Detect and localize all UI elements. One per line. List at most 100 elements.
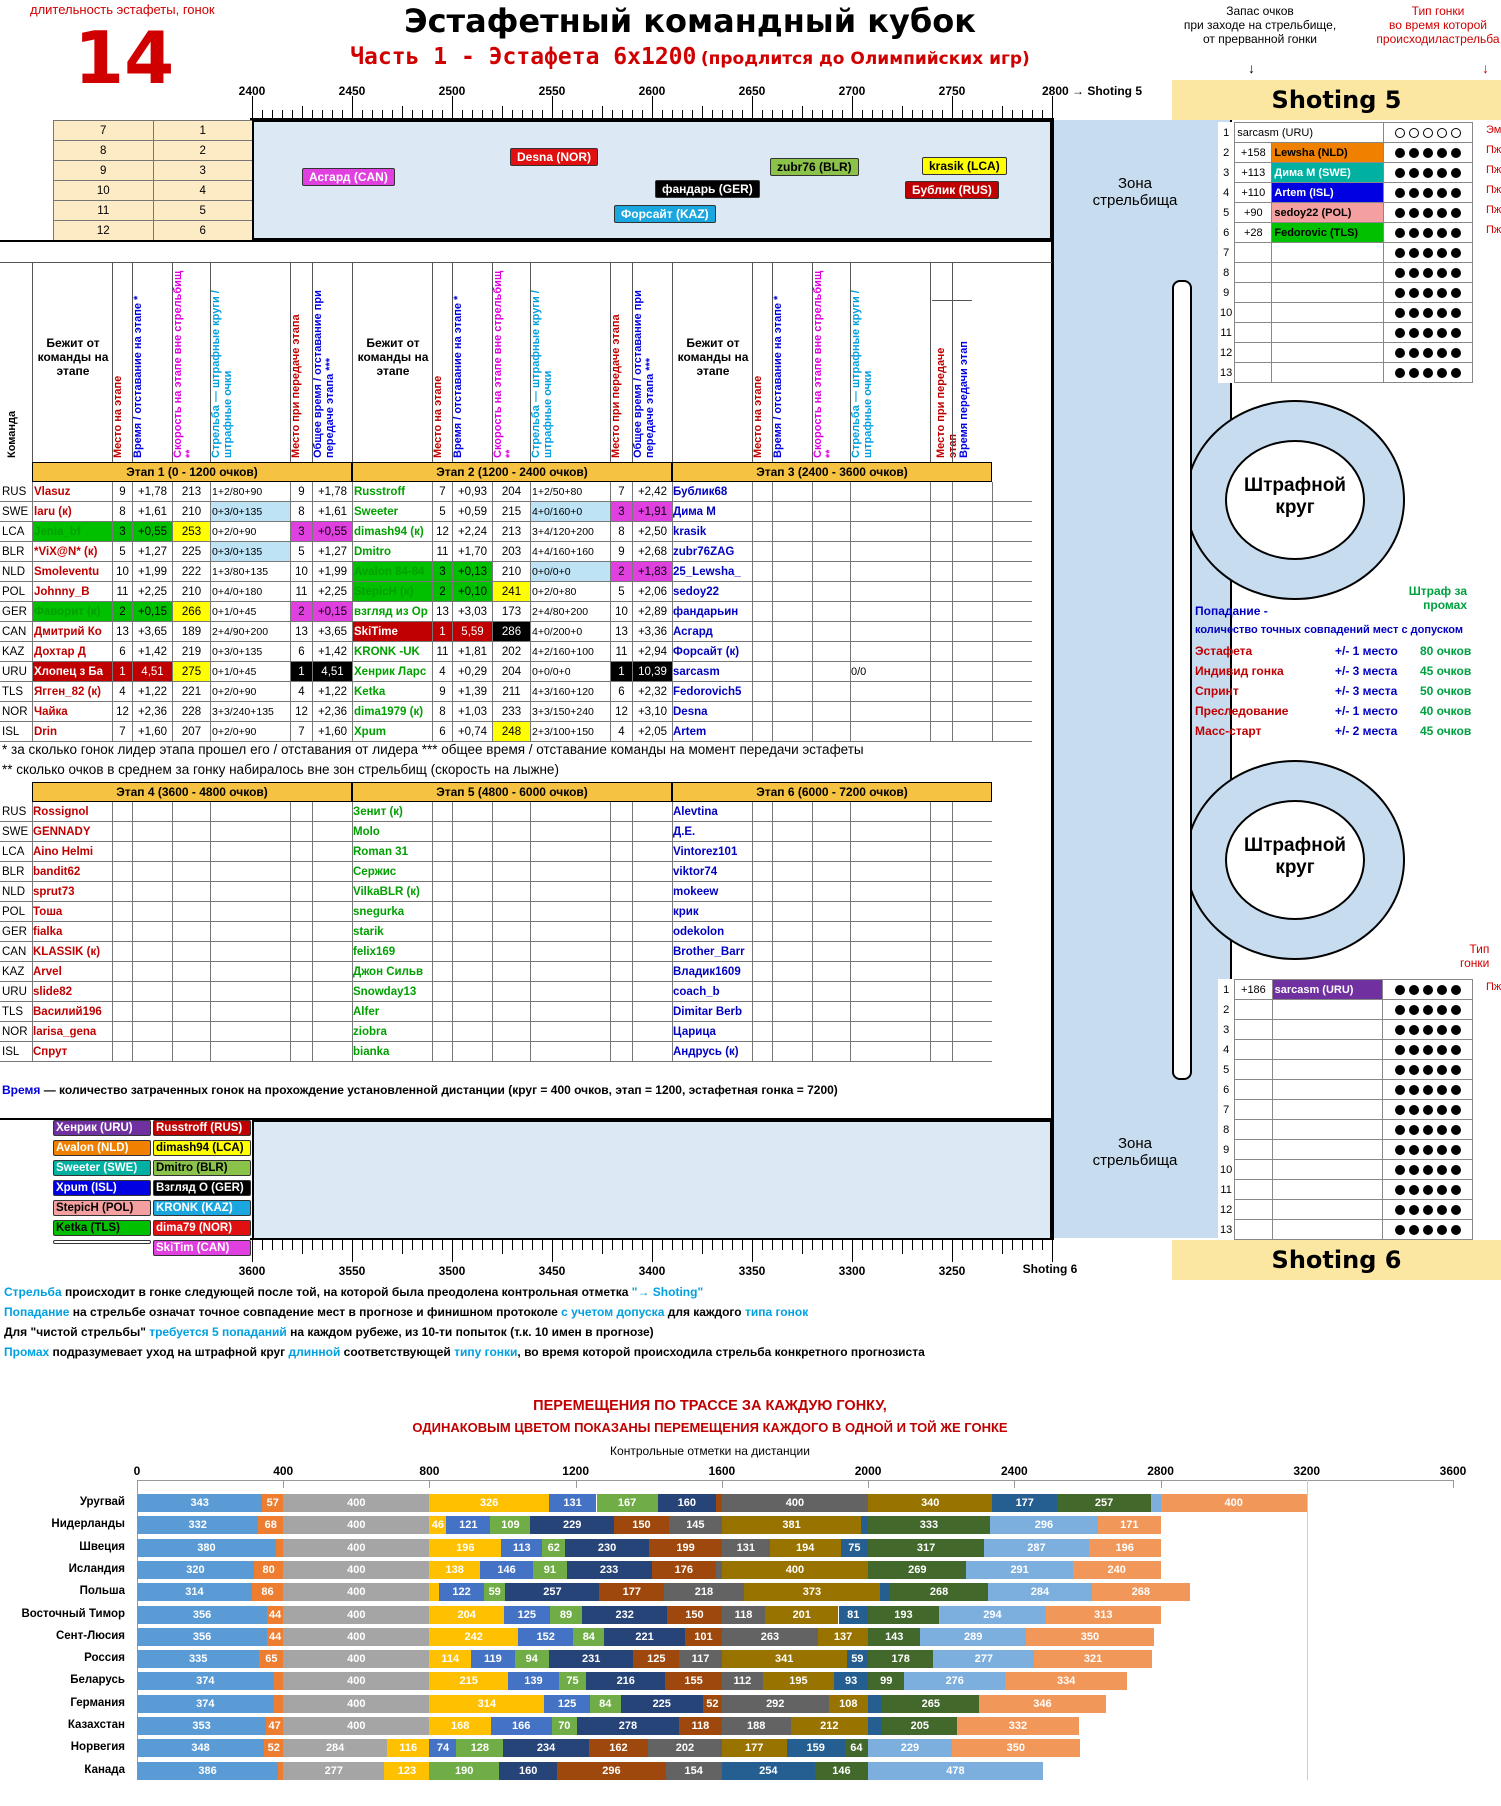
chart-bar-segment: 146 xyxy=(814,1761,869,1780)
scale-tick-mark xyxy=(1032,1240,1033,1250)
table-cell xyxy=(132,1042,172,1062)
chart-bar-segment: 160 xyxy=(657,1494,717,1512)
target-hit-icon xyxy=(1450,207,1461,218)
table-cell xyxy=(210,1022,290,1042)
table-cell xyxy=(632,922,672,942)
table-cell: +0,29 xyxy=(452,662,492,682)
table-cell xyxy=(290,1042,312,1062)
athlete-cell xyxy=(1271,1059,1384,1080)
table-cell xyxy=(850,542,930,562)
chart-xtick-mark xyxy=(721,1480,723,1488)
chart-bar-segment: 199 xyxy=(649,1538,722,1557)
runner-name: KLASSIK (к) xyxy=(32,942,112,962)
chart-bar-segment: 233 xyxy=(566,1560,652,1579)
table-cell xyxy=(772,882,812,902)
table-cell xyxy=(952,622,992,642)
chart-bar-segment: 265 xyxy=(882,1694,980,1713)
target-open-icon xyxy=(1450,127,1461,138)
target-hit-icon xyxy=(1408,1044,1419,1055)
footnote-1: * за сколько гонок лидер этапа прошел ег… xyxy=(2,742,864,757)
page-subtitle: Часть 1 - Эстафета 6х1200 (продлится до … xyxy=(300,44,1080,70)
table-cell: +1,22 xyxy=(132,682,172,702)
target-hit-icon xyxy=(1422,1104,1433,1115)
chart-xtick: 2000 xyxy=(854,1464,882,1478)
scale-tick-mark xyxy=(902,106,903,120)
table-cell xyxy=(452,842,492,862)
table-cell: 0+0/0+0 xyxy=(530,662,610,682)
chart-bar-segment: 400 xyxy=(283,1694,430,1713)
scale-tick-mark xyxy=(342,110,343,120)
table-cell xyxy=(492,902,530,922)
table-cell: 248 xyxy=(492,722,530,742)
table-cell xyxy=(952,922,992,942)
runner-name: Brother_Barr xyxy=(672,942,752,962)
target-hit-icon xyxy=(1436,187,1447,198)
lane-number: 10 xyxy=(1220,1163,1233,1176)
header-grid-line xyxy=(930,262,931,462)
chart-bar-segment: 74 xyxy=(429,1739,457,1758)
table-cell xyxy=(930,702,952,722)
scale-tick-mark xyxy=(672,110,673,120)
target-dots xyxy=(1382,1179,1473,1200)
chart-xtick: 800 xyxy=(419,1464,440,1478)
table-cell xyxy=(432,802,452,822)
header-place: Место на этапе xyxy=(432,375,444,458)
rule-segment: типу гонки xyxy=(454,1345,518,1359)
target-hit-icon xyxy=(1436,147,1447,158)
scale-tick-label: 2750 xyxy=(938,84,966,98)
table-cell: +0,13 xyxy=(452,562,492,582)
table-cell: 2 xyxy=(290,602,312,622)
table-cell xyxy=(172,962,210,982)
lane-number: 8 xyxy=(1223,266,1230,279)
target-hit-icon xyxy=(1450,167,1461,178)
athlete-cell xyxy=(1271,1199,1384,1220)
scale-tick-mark xyxy=(972,1240,973,1250)
reserve-points xyxy=(1234,242,1273,263)
shooting5-row: 12 xyxy=(1218,342,1474,363)
chart-category-label: Восточный Тимор xyxy=(21,1607,125,1620)
table-cell: +0,55 xyxy=(132,522,172,542)
country-code: GER xyxy=(0,922,32,942)
runner-name: Rossignol xyxy=(32,802,112,822)
table-cell xyxy=(812,902,850,922)
table-cell xyxy=(492,942,530,962)
reserve-points: +158 xyxy=(1234,142,1273,163)
table-cell xyxy=(132,1022,172,1042)
runner-name: starik xyxy=(352,922,432,942)
chart-bar-segment: 44 xyxy=(267,1605,284,1624)
header-speed: Скорость на этапе вне стрельбищ ** xyxy=(812,270,836,458)
target-hit-icon xyxy=(1394,984,1405,995)
table-cell xyxy=(492,862,530,882)
target-hit-icon xyxy=(1394,1104,1405,1115)
chart-bar-segment: 400 xyxy=(283,1560,430,1579)
target-hit-icon xyxy=(1394,327,1405,338)
target-hit-icon xyxy=(1436,287,1447,298)
table-cell xyxy=(930,682,952,702)
table-cell: +0,74 xyxy=(452,722,492,742)
table-cell xyxy=(172,1042,210,1062)
chart-bar-segment: 292 xyxy=(721,1694,829,1713)
table-cell: 10 xyxy=(290,562,312,582)
table-cell xyxy=(772,662,812,682)
table-cell xyxy=(952,942,992,962)
chart-bar-segment: 146 xyxy=(479,1560,534,1579)
penalty-label-1: Штрафной круг xyxy=(1244,475,1346,518)
table-cell xyxy=(992,682,1032,702)
scale-tick-mark xyxy=(722,110,723,120)
scale-tick-mark xyxy=(662,110,663,120)
table-cell: 1 xyxy=(112,662,132,682)
chart-category-label: Беларусь xyxy=(70,1674,125,1687)
chart-bar-segment: 116 xyxy=(387,1739,430,1758)
table-cell xyxy=(772,802,812,822)
table-cell: 213 xyxy=(172,482,210,502)
table-cell xyxy=(772,942,812,962)
scale-tick-mark xyxy=(932,1240,933,1250)
scale-tick-mark xyxy=(962,1240,963,1250)
chart-bar-segment: 195 xyxy=(762,1672,835,1691)
reserve-points xyxy=(1234,262,1273,283)
table-cell xyxy=(632,1022,672,1042)
page-title: Эстафетный командный кубок xyxy=(404,2,976,40)
table-cell xyxy=(812,942,850,962)
target-hit-icon xyxy=(1450,1024,1461,1035)
